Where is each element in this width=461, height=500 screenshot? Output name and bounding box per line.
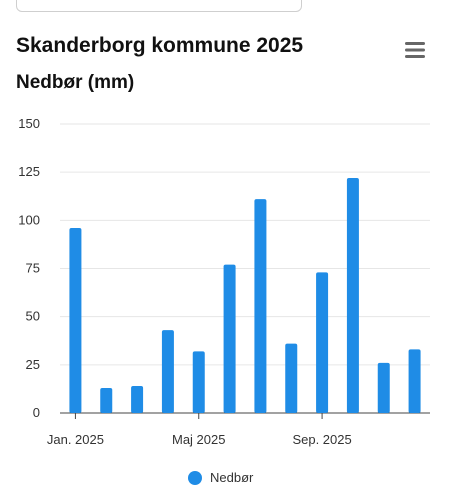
legend-marker xyxy=(188,470,202,485)
bar[interactable] xyxy=(223,264,236,413)
x-tick-label: Sep. 2025 xyxy=(292,432,351,447)
y-tick-label: 150 xyxy=(18,116,40,131)
y-tick-label: 75 xyxy=(26,261,40,276)
bar[interactable] xyxy=(408,349,421,413)
y-tick-label: 50 xyxy=(26,309,40,324)
x-tick-label: Maj 2025 xyxy=(172,432,225,447)
y-tick-label: 0 xyxy=(33,405,40,420)
chart-menu-button[interactable] xyxy=(400,38,430,62)
bar[interactable] xyxy=(192,351,205,413)
bar[interactable] xyxy=(316,272,329,413)
x-tick-label: Jan. 2025 xyxy=(47,432,104,447)
bar[interactable] xyxy=(285,343,298,413)
bar[interactable] xyxy=(161,330,174,413)
bar[interactable] xyxy=(131,386,144,413)
bar[interactable] xyxy=(254,199,267,413)
legend-label: Nedbør xyxy=(210,470,254,485)
bar[interactable] xyxy=(69,228,82,413)
search-input[interactable] xyxy=(16,0,302,12)
bar[interactable] xyxy=(100,387,113,413)
y-tick-label: 100 xyxy=(18,212,40,227)
chart-title: Skanderborg kommune 2025 xyxy=(16,34,304,57)
legend[interactable]: Nedbør xyxy=(188,470,253,485)
hamburger-menu-icon xyxy=(405,42,425,58)
bar[interactable] xyxy=(346,177,359,413)
bar[interactable] xyxy=(377,362,390,413)
y-tick-label: 125 xyxy=(18,164,40,179)
y-tick-label: 25 xyxy=(26,357,40,372)
chart-subtitle: Nedbør (mm) xyxy=(16,72,135,93)
